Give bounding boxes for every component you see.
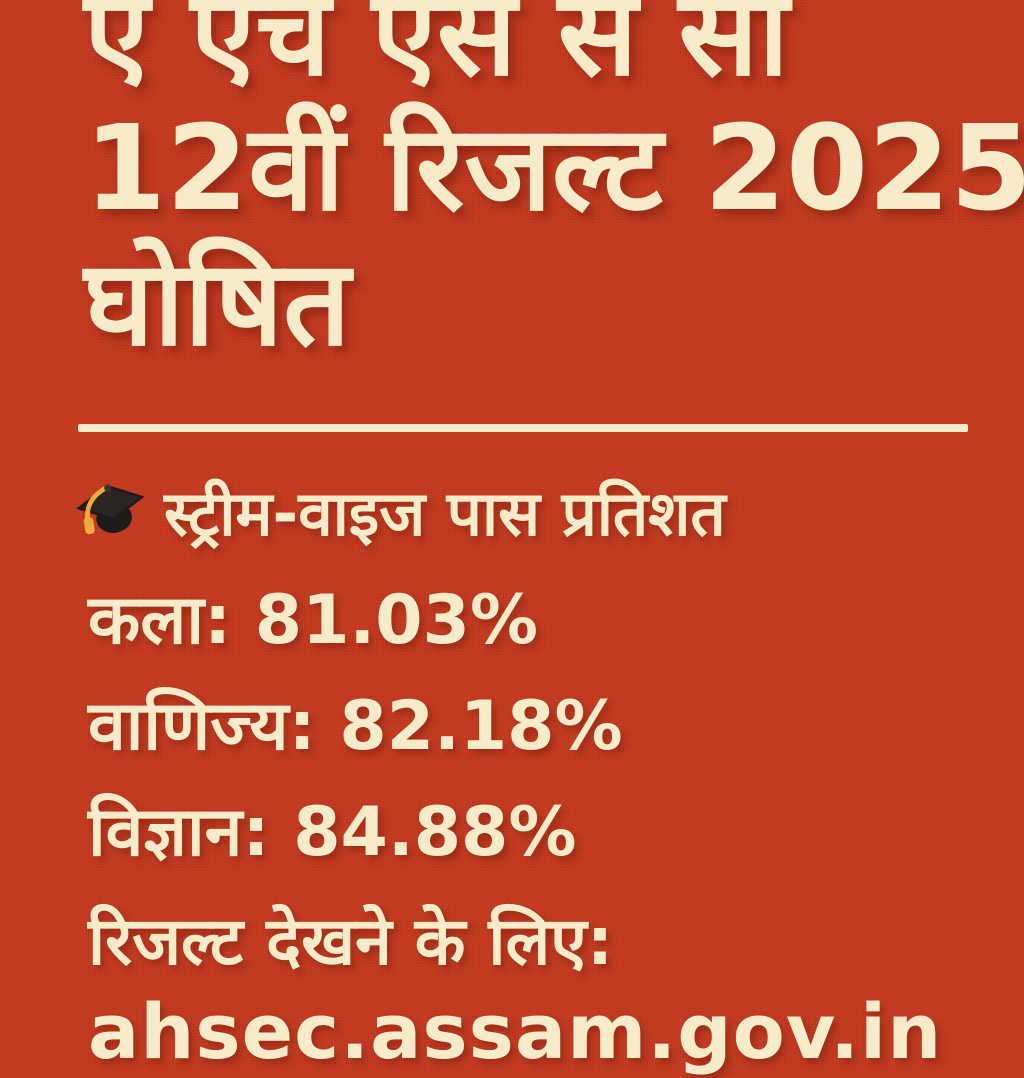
stat-line-commerce: वाणिज्य: 82.18%: [88, 687, 623, 766]
website-url: ahsec.assam.gov.in: [88, 987, 943, 1076]
stat-line-science: विज्ञान: 84.88%: [88, 793, 577, 872]
page-title-line-3: घोषित: [84, 234, 351, 372]
page-title-line-2: 12वीं रिजल्ट 2025: [84, 99, 1024, 237]
result-cta-text: रिजल्ट देखने के लिए:: [88, 903, 614, 980]
page-title-line-1: ए एच एस से सी: [84, 0, 789, 102]
graduation-cap-icon: [74, 474, 150, 550]
stat-line-arts: कला: 81.03%: [88, 581, 539, 660]
section-heading-label: स्ट्रीम-वाइज पास प्रतिशत: [164, 477, 726, 550]
divider: [78, 424, 968, 432]
page-title: ए एच एस से सी 12वीं रिजल्ट 2025 घोषित: [84, 0, 1024, 371]
section-heading: स्ट्रीम-वाइज पास प्रतिशत: [74, 462, 726, 562]
